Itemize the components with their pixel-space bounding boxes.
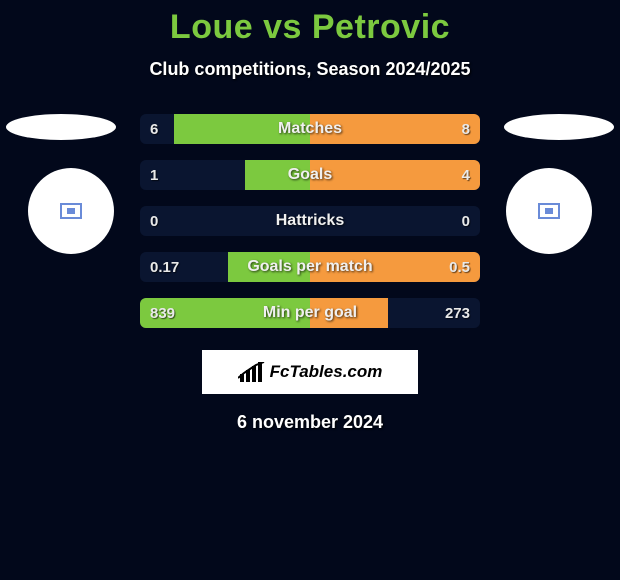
title-vs: vs — [263, 8, 302, 46]
stat-value-left: 839 — [140, 298, 185, 328]
stat-row: 00Hattricks — [140, 206, 480, 236]
stat-value-right: 0 — [452, 206, 480, 236]
date-text: 6 november 2024 — [0, 412, 620, 433]
stat-value-left: 1 — [140, 160, 168, 190]
player-left-badge-icon — [60, 203, 82, 219]
stat-row: 68Matches — [140, 114, 480, 144]
stat-value-left: 0 — [140, 206, 168, 236]
stat-fill-left — [174, 114, 310, 144]
stat-value-left: 0.17 — [140, 252, 189, 282]
stat-fill-right — [310, 298, 388, 328]
stat-fill-left — [245, 160, 310, 190]
subtitle: Club competitions, Season 2024/2025 — [0, 59, 620, 80]
comparison-stage: 68Matches14Goals00Hattricks0.170.5Goals … — [0, 114, 620, 328]
stat-value-right: 0.5 — [439, 252, 480, 282]
stat-bars: 68Matches14Goals00Hattricks0.170.5Goals … — [140, 114, 480, 328]
brand-box: FcTables.com — [202, 350, 418, 394]
player-right-shadow — [504, 114, 614, 140]
stat-row: 839273Min per goal — [140, 298, 480, 328]
title-left: Loue — [170, 8, 253, 46]
brand-chart-icon — [238, 362, 266, 382]
stat-row: 14Goals — [140, 160, 480, 190]
stat-value-right: 4 — [452, 160, 480, 190]
title-right: Petrovic — [312, 8, 450, 46]
brand-text: FcTables.com — [270, 362, 383, 382]
player-right-badge-icon — [538, 203, 560, 219]
stat-row: 0.170.5Goals per match — [140, 252, 480, 282]
player-left-shadow — [6, 114, 116, 140]
stat-value-right: 8 — [452, 114, 480, 144]
stat-value-right: 273 — [435, 298, 480, 328]
player-left-avatar — [28, 168, 114, 254]
player-right-avatar — [506, 168, 592, 254]
stat-value-left: 6 — [140, 114, 168, 144]
stat-fill-left — [228, 252, 310, 282]
page-title: Loue vs Petrovic — [0, 0, 620, 47]
